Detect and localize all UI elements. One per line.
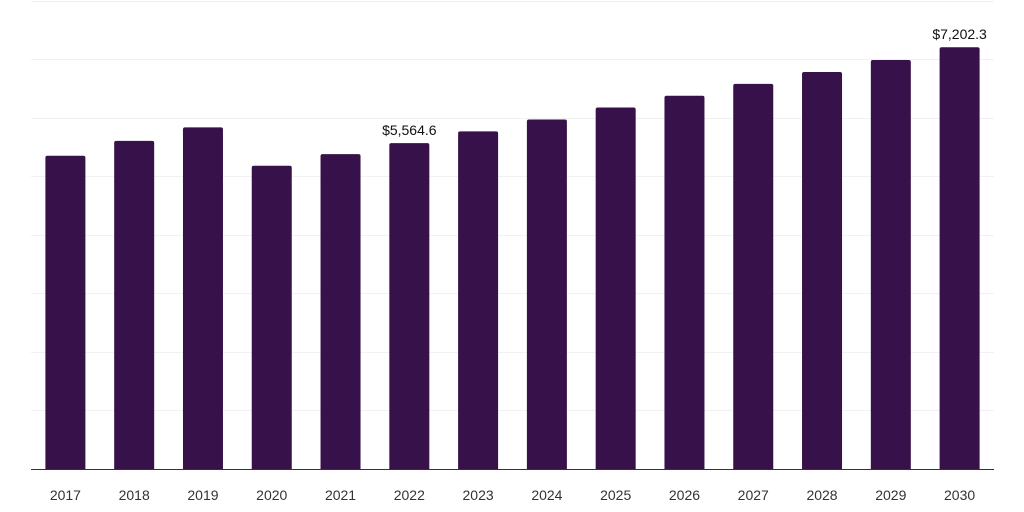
bar-2028 xyxy=(802,71,843,469)
x-tick-label: 2025 xyxy=(600,487,631,503)
x-tick-label: 2022 xyxy=(394,487,425,503)
bar-2025 xyxy=(595,107,636,470)
x-tick-label: 2021 xyxy=(325,487,356,503)
x-tick-label: 2020 xyxy=(256,487,287,503)
bar-2022 xyxy=(389,143,430,469)
x-tick-label: 2023 xyxy=(463,487,494,503)
bar-2027 xyxy=(733,83,774,469)
x-tick-label: 2028 xyxy=(806,487,837,503)
bar-2023 xyxy=(458,131,499,470)
bar-2019 xyxy=(182,127,223,469)
bar-2018 xyxy=(114,140,155,470)
x-tick-label: 2030 xyxy=(944,487,975,503)
x-tick-label: 2024 xyxy=(531,487,562,503)
x-tick-label: 2027 xyxy=(738,487,769,503)
data-label: $5,564.6 xyxy=(382,122,437,138)
x-tick-label: 2029 xyxy=(875,487,906,503)
bar-2026 xyxy=(664,95,705,469)
bar-2020 xyxy=(251,165,292,469)
bar-2029 xyxy=(870,60,911,469)
x-tick-label: 2017 xyxy=(50,487,81,503)
x-tick-label: 2019 xyxy=(187,487,218,503)
bar-2030 xyxy=(939,47,980,470)
data-label: $7,202.3 xyxy=(932,26,987,42)
bar-2017 xyxy=(45,155,86,470)
bar-2021 xyxy=(320,154,361,469)
x-tick-label: 2018 xyxy=(119,487,150,503)
bar-2024 xyxy=(526,119,567,470)
x-tick-label: 2026 xyxy=(669,487,700,503)
